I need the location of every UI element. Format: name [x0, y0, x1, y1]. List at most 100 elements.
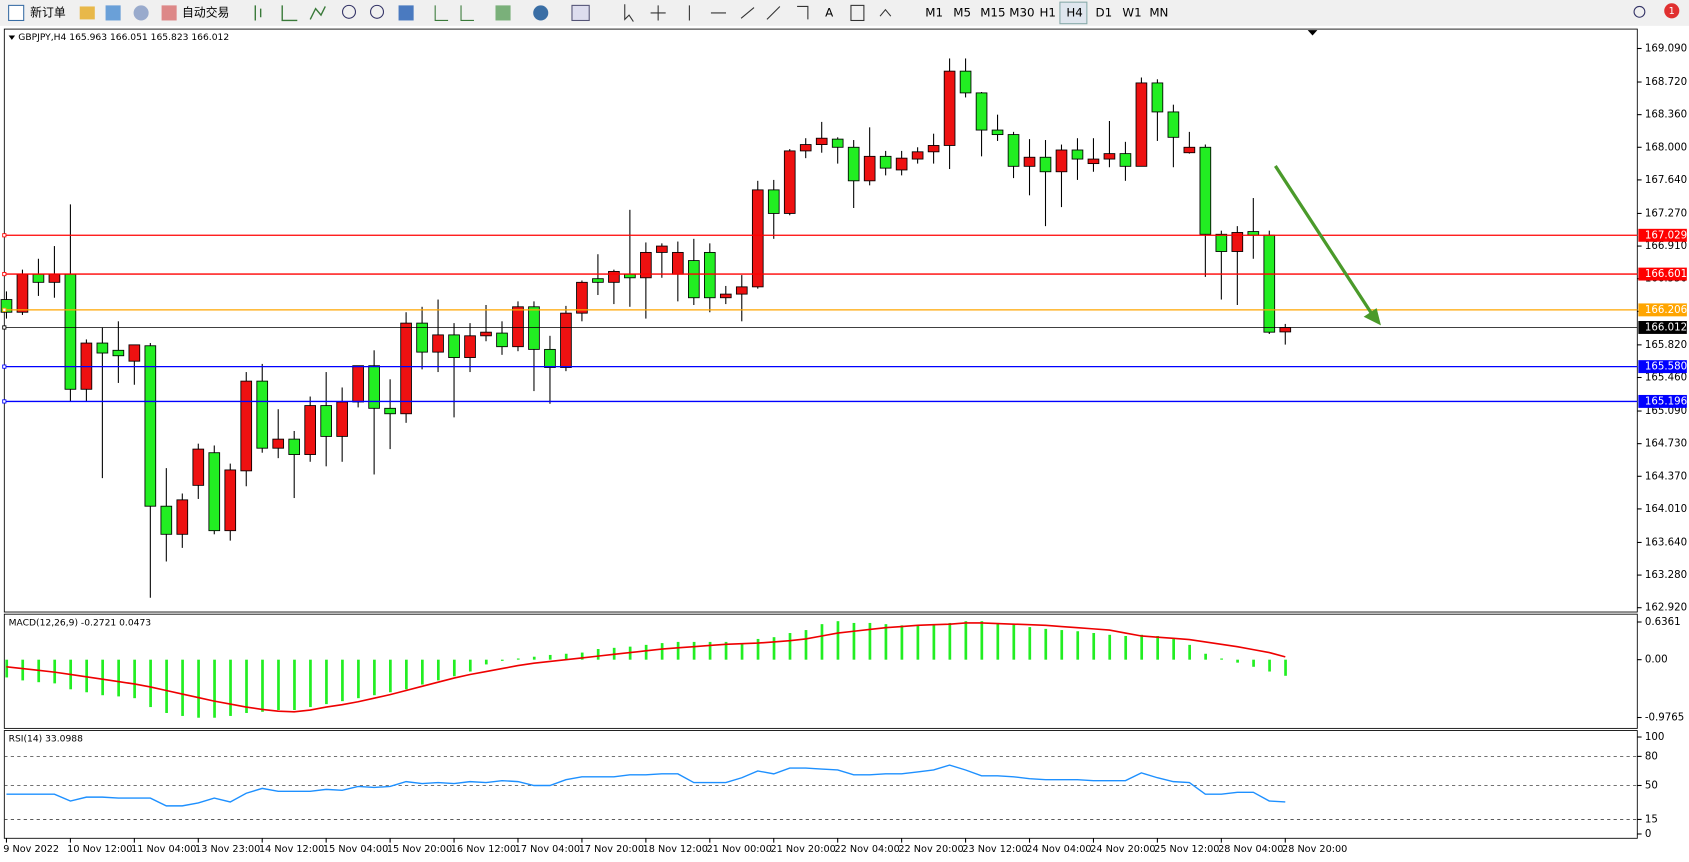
signal-line: [6, 622, 1286, 713]
macd-bar: [548, 654, 552, 660]
candle-body: [672, 251, 684, 275]
indicators[interactable]: [495, 5, 511, 21]
macd-bar: [213, 659, 216, 718]
y-tick-label: 165.090: [1645, 406, 1687, 417]
macd-bar: [1124, 635, 1128, 660]
tile[interactable]: [398, 5, 414, 21]
candle-body: [927, 145, 940, 153]
text-tool[interactable]: A: [825, 5, 833, 19]
level-handle: [2, 325, 7, 330]
icon[interactable]: [133, 5, 149, 21]
macd-bar: [740, 643, 744, 660]
candle-body: [336, 401, 348, 437]
candle-body: [592, 278, 604, 283]
auto-trading[interactable]: 自动交易: [182, 5, 229, 19]
macd-bar: [1076, 631, 1080, 660]
candle-body: [1231, 232, 1244, 252]
macd-bar: [1284, 659, 1287, 676]
candle-body: [895, 157, 908, 171]
y-tick-label: 15: [1645, 814, 1658, 825]
icon[interactable]: [105, 5, 121, 21]
notification-count: 1: [1669, 6, 1675, 17]
search[interactable]: [1633, 5, 1646, 18]
macd-bar: [500, 659, 504, 661]
y-tick-label: 168.360: [1645, 110, 1687, 121]
macd-bar: [900, 625, 904, 660]
y-tick-label: -0.9765: [1645, 713, 1684, 724]
timeframe[interactable]: M30: [1009, 5, 1034, 19]
candle-body: [991, 129, 1004, 136]
candle-body: [1119, 153, 1132, 167]
notification-badge[interactable]: [1664, 3, 1680, 19]
macd-bar: [229, 659, 232, 716]
x-tick-label: 16 Nov 12:00: [451, 844, 516, 855]
shift-marker: [1307, 30, 1318, 36]
candle-body: [1167, 111, 1180, 138]
candle-body: [719, 293, 732, 299]
icon[interactable]: [79, 6, 95, 20]
candle-body: [480, 331, 492, 337]
macd-bar: [277, 659, 280, 711]
macd-bar: [932, 624, 936, 660]
candle-body: [240, 380, 253, 472]
timeframe[interactable]: M15: [980, 5, 1005, 19]
macd-bar: [357, 659, 360, 699]
macd-bar: [1252, 659, 1255, 667]
macd-bar: [996, 622, 1000, 660]
icons[interactable]: [434, 5, 474, 22]
level-label-bg: [1638, 303, 1687, 317]
macd-bar: [468, 659, 472, 672]
candle-body: [304, 405, 316, 455]
templates[interactable]: [571, 4, 590, 22]
candle-body: [1215, 233, 1228, 252]
macd-bar: [516, 658, 520, 660]
macd-bar: [1156, 635, 1160, 660]
macd-bar: [788, 633, 792, 660]
x-tick-label: 24 Nov 04:00: [1026, 844, 1091, 855]
timeframe[interactable]: M1: [925, 5, 943, 19]
drawing-tools[interactable]: [624, 4, 809, 22]
y-tick-label: 163.640: [1645, 537, 1687, 548]
candle-body: [1055, 149, 1068, 173]
new-order-icon[interactable]: [8, 4, 25, 22]
arrows-tool[interactable]: [879, 8, 892, 17]
y-tick-label: 50: [1645, 780, 1658, 791]
timeframe[interactable]: M5: [953, 5, 971, 19]
macd-bar: [692, 641, 696, 660]
candle-body: [767, 189, 780, 214]
new-order[interactable]: 新订单: [30, 5, 66, 19]
icons[interactable]: [254, 5, 326, 22]
candle-body: [735, 286, 748, 295]
y-tick-label: 168.720: [1645, 77, 1687, 88]
auto-trading-icon[interactable]: [161, 5, 177, 21]
macd-bar: [564, 653, 568, 660]
candle-body: [1023, 156, 1036, 167]
periods[interactable]: [533, 5, 549, 21]
timeframe[interactable]: D1: [1095, 5, 1112, 19]
candle-body: [288, 438, 301, 455]
zoom-in[interactable]: [342, 4, 357, 19]
timeframe[interactable]: MN: [1149, 5, 1168, 19]
candle-body: [656, 245, 668, 253]
timeframe[interactable]: H4: [1066, 5, 1082, 19]
candle-body: [272, 438, 285, 449]
macd-bar: [1172, 638, 1175, 660]
rsi-title: RSI(14) 33.0988: [9, 735, 83, 745]
zoom-out[interactable]: [370, 4, 385, 19]
candle-body: [448, 334, 460, 358]
macd-bar: [452, 659, 456, 677]
x-tick-label: 9 Nov 2022: [3, 844, 59, 855]
macd-bar: [820, 624, 824, 660]
timeframe[interactable]: H1: [1039, 5, 1055, 19]
x-tick-label: 24 Nov 20:00: [1090, 844, 1155, 855]
macd-bar: [916, 625, 920, 660]
timeframe[interactable]: W1: [1122, 5, 1141, 19]
y-tick-label: 164.370: [1645, 471, 1687, 482]
candle-body: [96, 342, 109, 354]
y-tick-label: 164.730: [1645, 439, 1687, 450]
candle-body: [400, 322, 412, 415]
macd-bar: [1092, 633, 1096, 660]
label-tool[interactable]: [850, 4, 865, 22]
candle-body: [688, 260, 700, 299]
candle-body: [831, 138, 844, 148]
